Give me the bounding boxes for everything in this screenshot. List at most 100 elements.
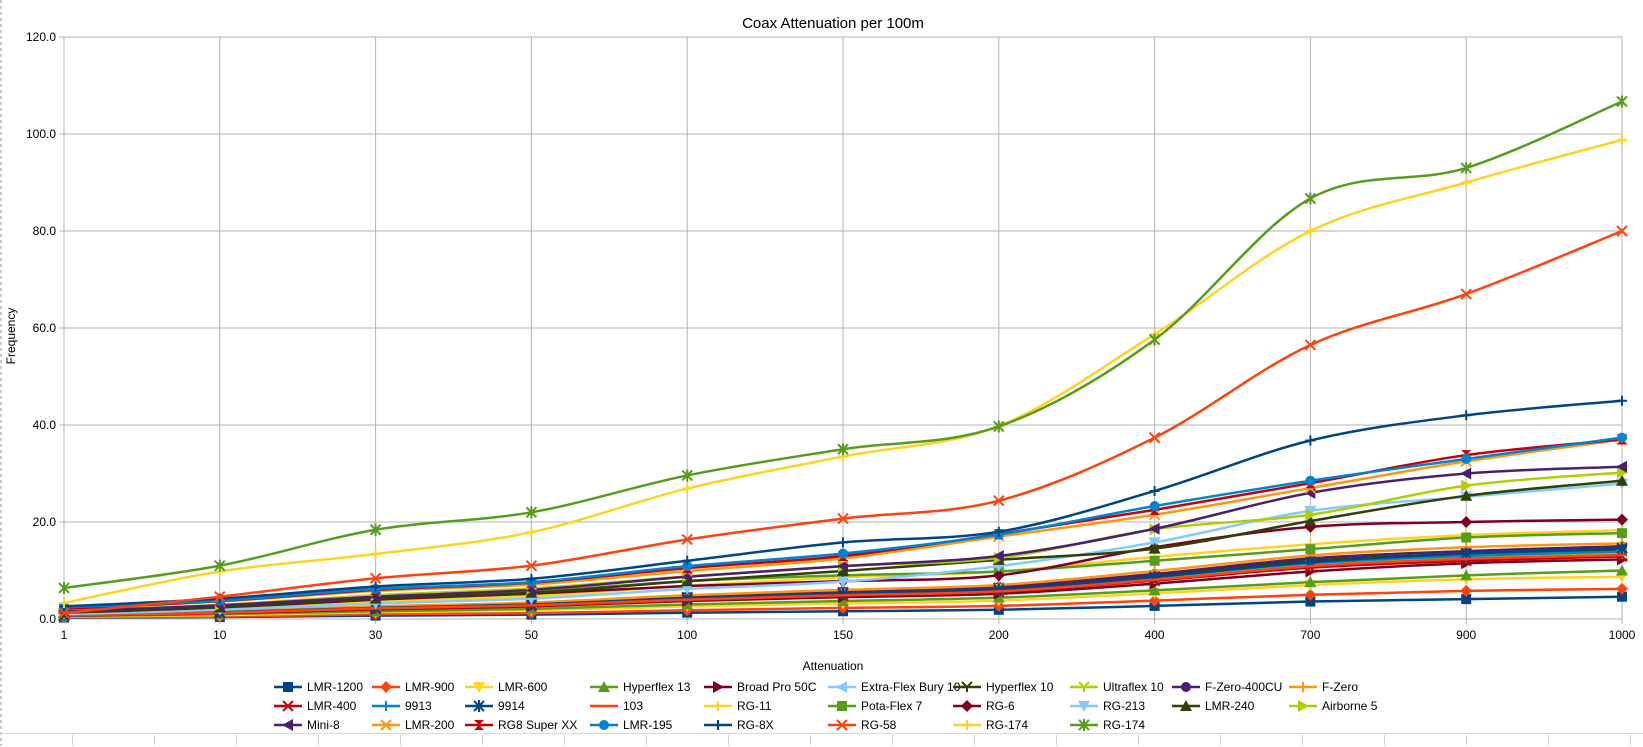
legend-item: Extra-Flex Bury 10 [828, 680, 961, 694]
data-point [838, 537, 848, 548]
legend-label: LMR-1200 [307, 680, 363, 694]
x-axis-label: Attenuation [803, 659, 864, 673]
legend-marker [837, 701, 847, 711]
data-point [1460, 161, 1472, 174]
x-tick-label: 900 [1456, 628, 1476, 642]
ruler-tick [974, 735, 975, 745]
legend-marker [713, 681, 724, 693]
legend-item: LMR-600 [465, 680, 548, 694]
legend-marker [599, 720, 609, 730]
legend-item: 103 [590, 699, 643, 713]
ruler-tick [1138, 735, 1139, 745]
legend-item: RG8 Super XX [465, 718, 577, 732]
legend-item: Pota-Flex 7 [828, 699, 923, 713]
legend-marker [961, 681, 973, 692]
data-point [1305, 475, 1316, 486]
data-point [1305, 435, 1316, 446]
data-point [1616, 225, 1628, 237]
ruler-tick [1056, 735, 1057, 745]
data-point [1461, 532, 1472, 543]
data-point [525, 506, 538, 519]
data-point [1305, 226, 1316, 236]
x-tick-label: 100 [677, 628, 697, 642]
data-point [1149, 500, 1160, 511]
legend-label: LMR-900 [405, 680, 455, 694]
grid [59, 36, 1623, 624]
data-point [681, 469, 693, 482]
legend-item: LMR-240 [1172, 699, 1255, 713]
ruler-tick [564, 735, 565, 745]
legend-item: RG-174 [1070, 718, 1145, 732]
ruler-tick [482, 735, 483, 745]
data-point [1616, 474, 1628, 486]
data-point [1461, 453, 1472, 464]
legend-label: LMR-240 [1205, 699, 1255, 713]
data-point [837, 576, 849, 588]
legend-item: LMR-400 [274, 699, 357, 713]
legend-label: Extra-Flex Bury 10 [861, 680, 961, 694]
x-tick-label: 10 [213, 628, 227, 642]
data-point [837, 564, 849, 576]
data-point [837, 587, 849, 600]
legend-label: 103 [623, 699, 643, 713]
legend-label: LMR-200 [405, 718, 455, 732]
data-point [1460, 547, 1472, 560]
x-tick-label: 400 [1145, 628, 1165, 642]
ruler-tick [400, 735, 401, 745]
legend-item: Broad Pro 50C [704, 680, 817, 694]
legend-label: Mini-8 [307, 718, 340, 732]
x-tick-label: 200 [989, 628, 1009, 642]
data-point [1148, 333, 1161, 346]
data-point [1617, 395, 1627, 406]
legend-item: Ultraflex 10 [1070, 680, 1164, 694]
ruler-tick [236, 735, 237, 745]
x-tick-label: 150 [833, 628, 853, 642]
y-tick-label: 0.0 [39, 612, 56, 626]
legend-item: 9914 [465, 699, 525, 713]
data-point [1148, 522, 1160, 535]
data-point [525, 559, 538, 572]
legend-marker [1180, 700, 1192, 711]
data-point [681, 583, 694, 595]
data-point [681, 533, 693, 546]
ruler-tick [1384, 735, 1385, 745]
data-point [1304, 339, 1317, 351]
data-point [837, 560, 848, 573]
legend-item: Airborne 5 [1289, 699, 1378, 713]
legend-marker [1298, 700, 1309, 712]
plot-area [63, 36, 1623, 620]
data-point [1148, 584, 1161, 596]
legend-marker [836, 681, 847, 693]
legend-label: RG-213 [1103, 699, 1145, 713]
data-point [1149, 485, 1160, 496]
data-point [1148, 542, 1161, 554]
y-tick-label: 40.0 [33, 418, 57, 432]
data-point [1460, 467, 1472, 480]
y-tick-label: 120.0 [26, 30, 56, 44]
ruler-tick [1466, 735, 1467, 745]
legend-label: F-Zero-400CU [1205, 680, 1282, 694]
data-point [1617, 134, 1627, 145]
legend-marker [961, 700, 973, 712]
legend-item: RG-6 [953, 699, 1015, 713]
legend-item: RG-11 [704, 699, 772, 713]
y-tick-label: 80.0 [33, 224, 57, 238]
data-point [58, 607, 70, 619]
legend-marker [598, 681, 610, 692]
legend-marker [380, 681, 392, 693]
data-point [370, 549, 381, 560]
data-point [369, 523, 382, 536]
data-point [1617, 528, 1627, 539]
data-point [1460, 569, 1473, 581]
legend-label: RG-8X [737, 718, 774, 732]
series-lines [58, 95, 1628, 624]
legend-marker [282, 700, 294, 712]
legend-label: RG-11 [737, 699, 772, 713]
legend-marker [380, 719, 392, 731]
x-tick-label: 30 [369, 628, 383, 642]
y-tick-label: 100.0 [26, 127, 56, 141]
data-point [1460, 489, 1473, 501]
legend-label: Pota-Flex 7 [861, 699, 923, 713]
legend-marker [836, 719, 848, 731]
series-rg-174 [58, 95, 1628, 594]
